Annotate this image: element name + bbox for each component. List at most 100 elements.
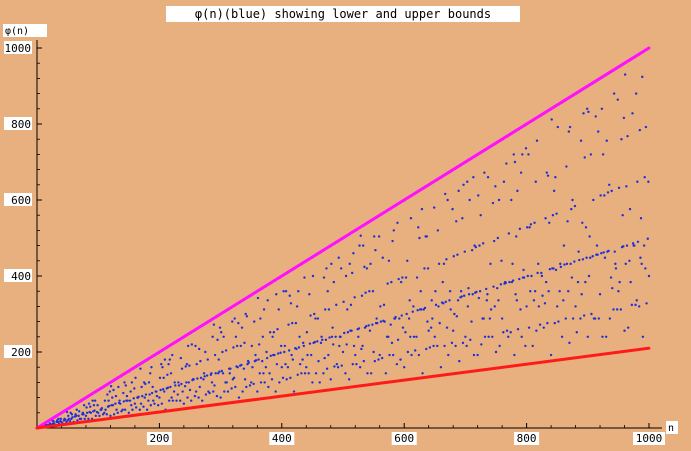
phi-point xyxy=(387,259,391,262)
phi-point xyxy=(181,390,184,393)
phi-point xyxy=(405,312,408,316)
phi-point xyxy=(609,276,613,279)
phi-point xyxy=(508,280,511,284)
phi-point xyxy=(567,290,570,293)
x-tick-label: 400 xyxy=(272,432,292,445)
phi-point xyxy=(351,362,354,366)
phi-point xyxy=(462,294,466,297)
phi-point xyxy=(194,344,197,348)
phi-point xyxy=(248,384,252,387)
phi-point xyxy=(479,214,482,217)
phi-point xyxy=(276,328,279,331)
phi-point xyxy=(272,331,276,334)
phi-point xyxy=(158,396,161,399)
phi-point xyxy=(603,256,607,259)
phi-point xyxy=(180,382,183,386)
phi-point xyxy=(112,388,115,392)
phi-point xyxy=(404,276,408,279)
phi-point xyxy=(369,372,373,375)
phi-point xyxy=(268,331,272,334)
phi-point xyxy=(553,321,556,325)
x-tick-label: 600 xyxy=(394,432,414,445)
phi-point xyxy=(518,227,522,231)
phi-point xyxy=(583,156,586,159)
phi-point xyxy=(379,320,383,323)
phi-point xyxy=(612,92,616,95)
phi-point xyxy=(516,328,520,331)
phi-point xyxy=(354,353,357,357)
phi-point xyxy=(290,353,293,357)
phi-point xyxy=(190,343,194,346)
phi-point xyxy=(322,372,325,375)
phi-point xyxy=(176,393,179,396)
phi-point xyxy=(139,402,143,405)
phi-point xyxy=(397,277,400,281)
phi-point xyxy=(365,267,369,270)
phi-point xyxy=(575,331,578,334)
phi-point xyxy=(552,267,555,270)
phi-point xyxy=(237,396,241,399)
phi-point xyxy=(626,134,629,138)
phi-point xyxy=(546,174,550,177)
phi-point xyxy=(586,335,589,338)
phi-point xyxy=(565,262,569,266)
phi-point xyxy=(121,408,124,411)
phi-point xyxy=(551,214,555,217)
phi-point xyxy=(530,274,533,278)
phi-point xyxy=(390,341,394,345)
phi-point xyxy=(123,381,126,384)
phi-point xyxy=(87,402,91,405)
phi-point xyxy=(525,305,528,308)
phi-point xyxy=(144,393,148,396)
phi-point xyxy=(244,312,247,316)
phi-point xyxy=(624,262,627,266)
phi-point xyxy=(265,350,268,354)
phi-point xyxy=(224,349,228,352)
phi-point xyxy=(500,317,504,320)
phi-point xyxy=(626,326,630,329)
phi-point xyxy=(362,244,365,247)
phi-point xyxy=(584,226,588,229)
phi-point xyxy=(215,394,219,398)
phi-point xyxy=(396,221,399,224)
phi-point xyxy=(428,346,432,349)
phi-point xyxy=(478,244,481,247)
phi-point xyxy=(262,372,265,375)
phi-point xyxy=(414,349,417,352)
phi-point xyxy=(573,260,576,263)
phi-point xyxy=(494,185,497,188)
phi-point xyxy=(158,376,162,380)
phi-point xyxy=(254,359,258,362)
chart-title-background xyxy=(166,6,520,22)
phi-point xyxy=(418,236,421,240)
x-tick-label: 1000 xyxy=(636,432,663,445)
phi-point xyxy=(204,393,208,396)
phi-point xyxy=(483,171,486,174)
phi-point xyxy=(67,417,71,421)
phi-point xyxy=(562,299,565,302)
phi-point xyxy=(628,259,631,262)
phi-point xyxy=(491,335,494,338)
phi-point xyxy=(162,376,165,380)
phi-point xyxy=(391,239,394,243)
phi-point xyxy=(275,293,278,296)
phi-point xyxy=(571,317,575,320)
phi-point xyxy=(130,381,134,384)
phi-point xyxy=(235,344,239,348)
phi-point xyxy=(344,274,348,278)
phi-point xyxy=(213,353,217,357)
phi-point xyxy=(313,340,317,344)
phi-point xyxy=(431,317,434,320)
phi-point xyxy=(496,236,500,240)
phi-point xyxy=(373,235,376,238)
phi-point xyxy=(477,296,481,300)
phi-point xyxy=(641,335,645,338)
phi-point xyxy=(638,305,641,308)
phi-point xyxy=(303,276,306,279)
phi-point xyxy=(519,308,522,311)
phi-point xyxy=(485,287,488,291)
phi-point xyxy=(412,305,415,308)
phi-point xyxy=(452,255,455,258)
phi-point xyxy=(542,326,545,329)
phi-point xyxy=(423,267,426,270)
